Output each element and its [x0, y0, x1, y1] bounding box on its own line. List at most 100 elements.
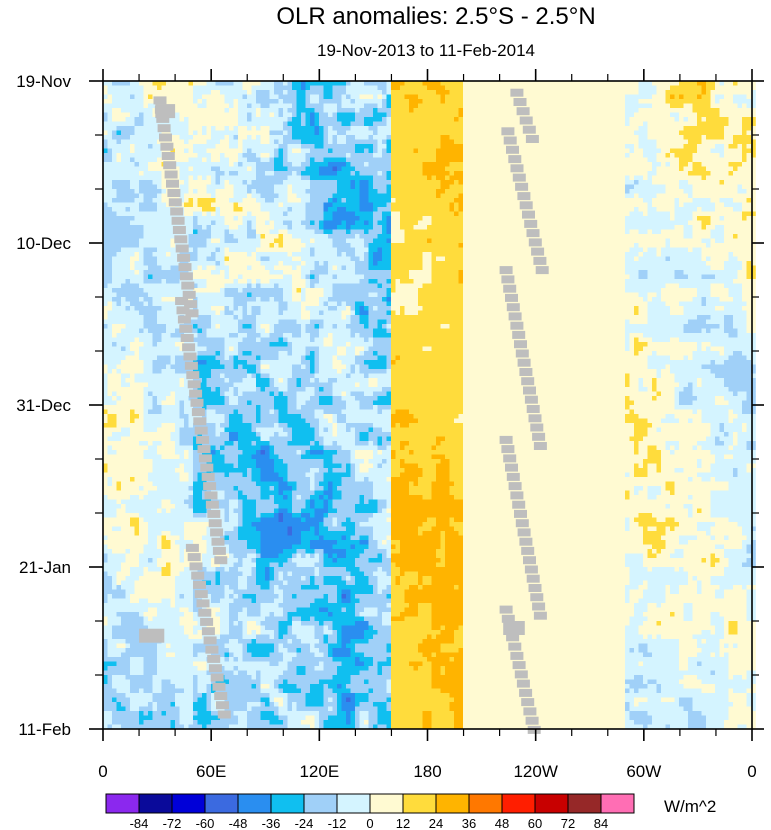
heatmap-cell — [638, 207, 644, 212]
heatmap-cell — [296, 189, 302, 194]
heatmap-cell — [242, 180, 248, 185]
heatmap-cell — [692, 103, 698, 109]
heatmap-cell — [440, 211, 446, 217]
heatmap-cell — [742, 180, 747, 185]
heatmap-cell — [319, 85, 324, 91]
heatmap-cell — [323, 202, 329, 208]
heatmap-cell — [287, 157, 293, 163]
heatmap-cell — [647, 148, 653, 154]
heatmap-cell — [463, 103, 468, 109]
heatmap-cell — [346, 117, 351, 122]
heatmap-cell — [467, 184, 473, 190]
heatmap-cell — [616, 220, 621, 226]
heatmap-cell — [418, 81, 423, 86]
heatmap-cell — [593, 126, 599, 131]
heatmap-cell — [449, 139, 455, 145]
heatmap-cell — [710, 94, 716, 100]
heatmap-cell — [287, 153, 293, 158]
heatmap-cell — [355, 99, 360, 104]
heatmap-cell — [472, 193, 477, 199]
heatmap-cell — [679, 184, 684, 190]
heatmap-cell — [238, 130, 243, 136]
heatmap-cell — [607, 220, 612, 226]
heatmap-cell — [566, 225, 572, 230]
heatmap-cell — [193, 175, 198, 181]
heatmap-cell — [116, 139, 122, 145]
heatmap-cell — [386, 121, 392, 127]
heatmap-cell — [184, 135, 189, 140]
heatmap-cell — [314, 85, 320, 91]
heatmap-cell — [454, 94, 459, 100]
heatmap-cell — [427, 162, 432, 167]
heatmap-cell — [292, 216, 297, 221]
heatmap-cell — [377, 234, 383, 239]
heatmap-cell — [328, 144, 333, 149]
heatmap-cell — [692, 157, 698, 163]
heatmap-cell — [269, 126, 275, 131]
heatmap-cell — [634, 90, 639, 95]
heatmap-cell — [130, 220, 135, 226]
heatmap-cell — [665, 108, 671, 113]
heatmap-cell — [301, 157, 306, 163]
heatmap-cell — [629, 220, 635, 226]
heatmap-cell — [314, 90, 320, 95]
heatmap-cell — [710, 139, 716, 145]
heatmap-cell — [728, 108, 734, 113]
heatmap-cell — [742, 81, 747, 86]
heatmap-cell — [337, 153, 342, 158]
heatmap-cell — [490, 112, 495, 118]
heatmap-cell — [103, 207, 108, 212]
heatmap-cell — [481, 189, 486, 194]
heatmap-cell — [373, 162, 378, 167]
heatmap-cell — [746, 117, 752, 122]
heatmap-cell — [445, 85, 450, 91]
heatmap-cell — [265, 94, 270, 100]
heatmap-cell — [656, 148, 662, 154]
heatmap-cell — [287, 117, 293, 122]
heatmap-cell — [107, 162, 113, 167]
heatmap-cell — [508, 225, 513, 230]
heatmap-cell — [256, 135, 261, 140]
heatmap-cell — [103, 216, 108, 221]
heatmap-cell — [202, 166, 207, 172]
heatmap-cell — [220, 85, 225, 91]
heatmap-cell — [166, 99, 171, 104]
heatmap-cell — [206, 225, 212, 230]
heatmap-cell — [373, 216, 378, 221]
heatmap-cell — [404, 103, 410, 109]
heatmap-cell — [193, 112, 198, 118]
heatmap-cell — [107, 193, 113, 199]
heatmap-cell — [377, 175, 383, 181]
heatmap-cell — [490, 198, 495, 203]
heatmap-cell — [643, 90, 648, 95]
heatmap-cell — [656, 193, 662, 199]
heatmap-cell — [449, 229, 455, 235]
heatmap-cell — [674, 189, 680, 194]
heatmap-cell — [265, 193, 270, 199]
heatmap-cell — [481, 198, 486, 203]
heatmap-cell — [193, 184, 198, 190]
heatmap-cell — [553, 103, 558, 109]
heatmap-cell — [260, 216, 266, 221]
heatmap-cell — [283, 198, 288, 203]
heatmap-cell — [211, 148, 216, 154]
heatmap-cell — [355, 85, 360, 91]
heatmap-cell — [359, 135, 365, 140]
heatmap-cell — [562, 216, 567, 221]
heatmap-cell — [544, 207, 549, 212]
heatmap-cell — [274, 225, 279, 230]
heatmap-cell — [652, 229, 657, 235]
heatmap-cell — [103, 90, 108, 95]
heatmap-cell — [503, 94, 509, 100]
heatmap-cell — [202, 162, 207, 167]
heatmap-cell — [485, 193, 491, 199]
heatmap-cell — [517, 229, 522, 235]
heatmap-cell — [715, 148, 720, 154]
heatmap-cell — [611, 157, 617, 163]
heatmap-cell — [391, 171, 396, 176]
heatmap-cell — [346, 130, 351, 136]
heatmap-cell — [710, 175, 716, 181]
heatmap-cell — [323, 229, 329, 235]
heatmap-cell — [215, 139, 221, 145]
heatmap-cell — [413, 108, 419, 113]
